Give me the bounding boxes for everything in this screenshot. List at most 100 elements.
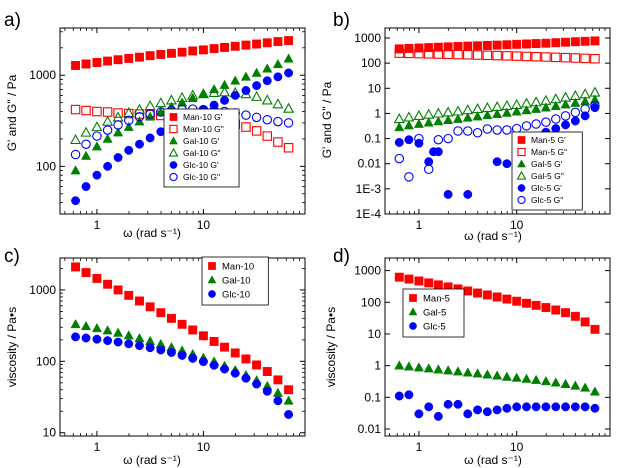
data-point [423,363,434,373]
data-point [522,39,531,49]
y-tick-label: 100 [361,295,381,309]
data-point [569,89,581,100]
legend-marker [408,307,418,316]
data-point [463,409,473,419]
data-point [560,91,572,102]
data-point [580,104,590,114]
legend-marker [169,161,178,169]
data-point [80,126,92,137]
data-point [492,405,502,415]
data-point [124,145,134,155]
data-point [463,286,473,296]
data-point [432,107,444,118]
data-point [550,93,562,104]
data-point [501,371,512,381]
data-point [433,116,444,126]
data-point [91,121,103,132]
data-point [81,139,91,149]
data-point [188,353,198,363]
data-point [414,43,424,53]
data-point [570,402,580,412]
data-point [272,98,284,109]
data-point [393,113,405,124]
data-point [124,53,134,63]
data-point [240,71,251,81]
data-point [472,111,483,121]
data-point [220,342,229,352]
data-point [413,109,425,120]
data-point [512,39,522,49]
data-point [241,373,251,383]
data-point [262,76,272,86]
data-point [453,126,463,136]
data-point [273,116,283,127]
data-point [424,278,434,288]
data-point [155,106,166,116]
data-point [394,48,405,58]
data-point [472,128,483,138]
data-point [261,94,273,105]
data-point [589,86,601,97]
data-point [580,317,590,327]
data-point [580,111,590,121]
data-point [433,280,443,290]
data-point [551,124,561,134]
legend: Man-5 G' Man-5 G" Gal-5 G' Gal-5 G" Glc-5 G'… [511,131,583,211]
data-point [502,294,512,304]
y-tick-label: 1000 [29,68,56,82]
y-tick-label: 1000 [354,31,381,45]
data-point [551,402,561,412]
data-point [113,55,123,65]
data-point [188,325,198,335]
data-point [80,320,92,331]
data-point [590,403,600,413]
legend-marker [409,322,417,330]
data-point [414,48,424,59]
data-point [394,360,405,370]
legend-marker [517,195,526,205]
series-man-5 [394,272,600,334]
data-point [589,386,600,396]
data-point [70,104,81,115]
data-point [252,81,262,91]
data-point [463,189,473,199]
legend-marker [207,275,217,284]
data-point [230,348,240,358]
data-point [70,133,82,145]
data-point [262,63,273,73]
data-point [491,101,503,112]
data-point [551,305,561,315]
data-point [472,368,483,378]
data-point [166,348,176,357]
panel-d: d) 1 10 0.01 0.1 1 10 100 1000 ω (rad s⁻¹) viscosi… [324,246,611,467]
legend-marker [517,147,526,157]
data-point [145,111,156,121]
data-point [462,104,474,115]
y-axis-label: G' and G" / Pa [320,81,334,158]
data-point [453,399,463,409]
y-tick-label: 1 [374,359,381,373]
series-man-10 [71,262,294,395]
data-point [560,111,571,121]
legend: Man-10 G' Man-10 G" Gal-10 G' Gal-10 G" Glc-… [163,108,240,188]
data-point [251,67,262,77]
data-point [103,279,113,289]
legend-entry: Gal-5 G' [531,159,563,169]
data-point [560,378,571,388]
data-point [481,101,493,113]
data-point [177,47,187,57]
series-gal-5-g- [393,86,601,124]
data-point [511,372,522,382]
series-glc-10-g- [71,68,294,206]
data-point [70,318,81,329]
data-point [570,37,580,47]
data-point [230,368,240,378]
data-point [262,386,272,396]
data-point [113,120,123,130]
data-point [540,375,551,386]
data-point [113,127,124,137]
data-point [102,133,113,143]
data-point [262,38,272,48]
data-point [561,308,571,318]
data-point [404,135,414,145]
